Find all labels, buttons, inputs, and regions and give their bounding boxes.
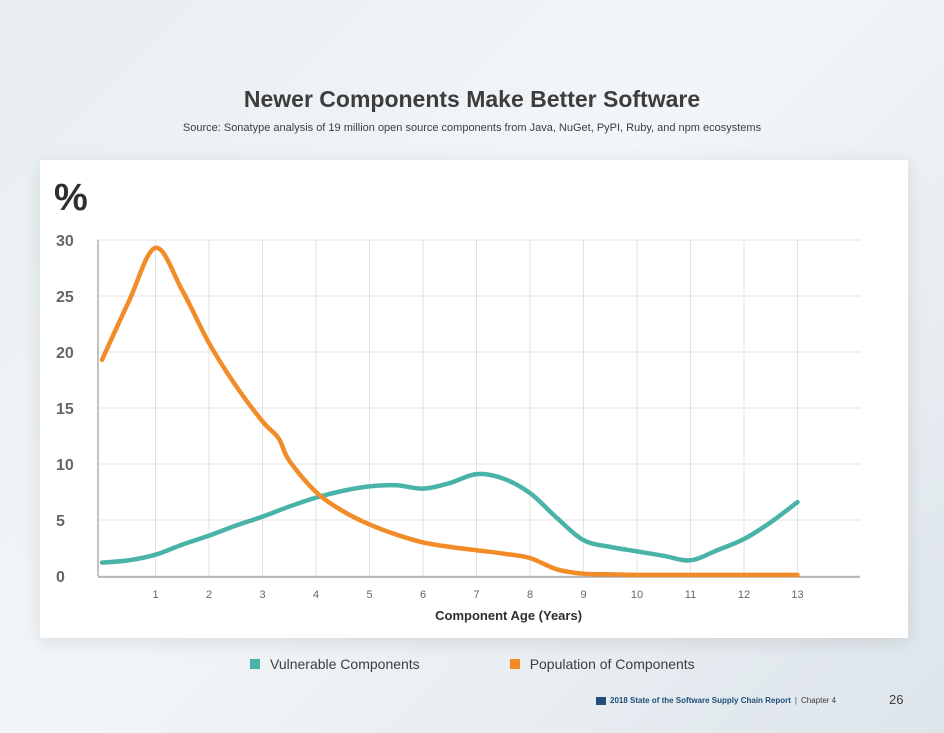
- y-tick-label: 25: [56, 289, 74, 306]
- x-axis-label: Component Age (Years): [435, 608, 582, 623]
- chart-card: 0 5 10 15 20 25 30 1 2 3 4 5 6 7 8 9 10 11 12 13% Component …: [40, 160, 908, 638]
- legend-swatch-population: [509, 659, 520, 669]
- legend-item-population: Population of Components: [509, 656, 695, 672]
- y-tick-label: 30: [56, 233, 74, 250]
- book-icon: [596, 696, 606, 705]
- legend-label-vulnerable: Vulnerable Components: [270, 656, 420, 672]
- report-name: 2018 State of the Software Supply Chain …: [610, 696, 791, 705]
- y-tick-label: 10: [56, 457, 74, 474]
- x-tick-label: 7: [473, 589, 479, 601]
- x-tick-label: 6: [420, 589, 426, 601]
- x-tick-label: 5: [366, 589, 372, 601]
- x-tick-label: 9: [580, 589, 586, 601]
- y-tick-label: 20: [56, 345, 74, 362]
- page-title: Newer Components Make Better Software: [243, 86, 701, 112]
- x-tick-label: 13: [791, 589, 803, 601]
- x-tick-label: 1: [152, 589, 158, 601]
- x-tick-label: 3: [259, 589, 265, 601]
- footer-separator: |: [794, 696, 797, 705]
- legend-label-population: Population of Components: [529, 656, 695, 672]
- x-tick-label: 10: [631, 589, 643, 601]
- x-tick-label: 12: [738, 589, 750, 601]
- page-number: 26: [889, 692, 904, 707]
- x-tick-label: 4: [313, 589, 319, 601]
- x-tick-label: 11: [685, 589, 696, 601]
- series-line-population: [99, 245, 800, 578]
- chapter-label: Chapter 4: [801, 696, 837, 705]
- report-footer: 2018 State of the Software Supply Chain …: [596, 696, 836, 705]
- series-line-vulnerable: [99, 471, 800, 565]
- chart-legend: Vulnerable Components Population of Comp…: [250, 656, 695, 672]
- x-tick-label: 2: [206, 589, 212, 601]
- x-tick-label: 8: [527, 589, 533, 601]
- chart-source-note: Source: Sonatype analysis of 19 million …: [182, 122, 762, 134]
- y-tick-label: 15: [56, 401, 74, 418]
- y-tick-label: 0: [56, 569, 65, 586]
- y-axis-label: %: [54, 177, 88, 219]
- y-tick-label: 5: [56, 513, 65, 530]
- legend-item-vulnerable: Vulnerable Components: [250, 656, 420, 672]
- legend-swatch-vulnerable: [250, 659, 260, 669]
